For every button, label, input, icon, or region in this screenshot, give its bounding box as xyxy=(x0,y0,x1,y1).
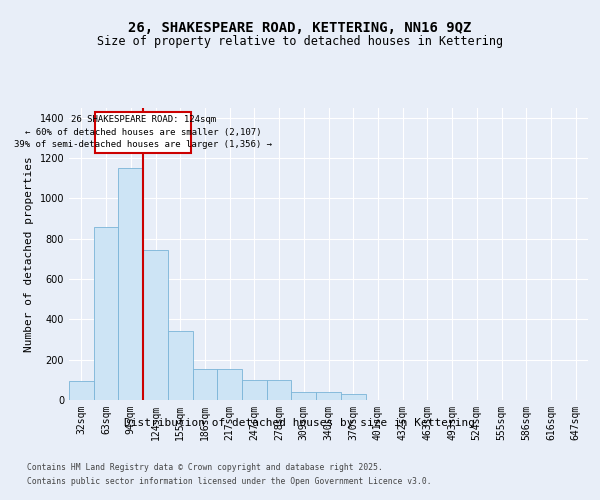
Bar xyxy=(94,226,118,400)
Bar xyxy=(69,381,94,400)
Text: 26, SHAKESPEARE ROAD, KETTERING, NN16 9QZ: 26, SHAKESPEARE ROAD, KETTERING, NN16 9Q… xyxy=(128,20,472,34)
Bar xyxy=(193,368,217,400)
Bar xyxy=(217,368,242,400)
Text: Contains HM Land Registry data © Crown copyright and database right 2025.: Contains HM Land Registry data © Crown c… xyxy=(27,463,383,472)
Bar xyxy=(168,332,193,400)
FancyBboxPatch shape xyxy=(95,112,191,153)
Bar xyxy=(316,392,341,400)
Bar xyxy=(118,168,143,400)
Text: Size of property relative to detached houses in Kettering: Size of property relative to detached ho… xyxy=(97,34,503,48)
Text: Distribution of detached houses by size in Kettering: Distribution of detached houses by size … xyxy=(125,418,476,428)
Bar xyxy=(292,392,316,400)
Bar xyxy=(143,250,168,400)
Bar xyxy=(267,380,292,400)
Bar xyxy=(341,394,365,400)
Y-axis label: Number of detached properties: Number of detached properties xyxy=(24,156,34,352)
Text: 26 SHAKESPEARE ROAD: 124sqm
← 60% of detached houses are smaller (2,107)
39% of : 26 SHAKESPEARE ROAD: 124sqm ← 60% of det… xyxy=(14,115,272,149)
Bar xyxy=(242,380,267,400)
Text: Contains public sector information licensed under the Open Government Licence v3: Contains public sector information licen… xyxy=(27,476,431,486)
